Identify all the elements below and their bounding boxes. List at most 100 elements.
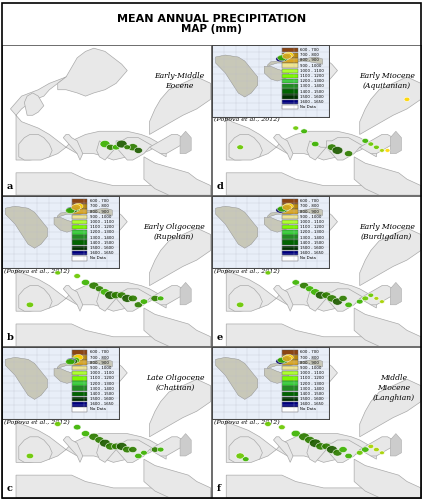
Polygon shape [235, 396, 254, 417]
Circle shape [293, 126, 299, 130]
Circle shape [124, 145, 131, 150]
Circle shape [374, 448, 379, 452]
Circle shape [362, 296, 368, 301]
Text: (Popova et al., 2012): (Popova et al., 2012) [4, 420, 70, 424]
Circle shape [106, 144, 115, 150]
Polygon shape [58, 48, 127, 96]
Polygon shape [149, 286, 183, 305]
Circle shape [89, 433, 99, 440]
Circle shape [322, 292, 331, 298]
Circle shape [117, 292, 126, 298]
Polygon shape [63, 134, 83, 160]
Circle shape [310, 288, 320, 296]
Circle shape [100, 288, 110, 296]
Circle shape [291, 430, 300, 437]
Polygon shape [354, 459, 421, 498]
Polygon shape [274, 286, 293, 311]
Polygon shape [19, 286, 52, 311]
Polygon shape [144, 157, 211, 195]
Polygon shape [354, 308, 421, 346]
Circle shape [404, 97, 410, 102]
Circle shape [305, 286, 314, 292]
Text: f: f [217, 484, 221, 493]
Polygon shape [229, 437, 262, 462]
Circle shape [301, 129, 308, 134]
Text: b: b [6, 333, 13, 342]
Polygon shape [226, 475, 421, 498]
Text: (Popova et al., 2012): (Popova et al., 2012) [4, 268, 70, 274]
Polygon shape [360, 437, 393, 456]
Polygon shape [390, 282, 401, 305]
Circle shape [379, 451, 385, 454]
Circle shape [311, 142, 319, 146]
Text: Early Miocene
(Aquitanian): Early Miocene (Aquitanian) [359, 72, 415, 90]
Circle shape [332, 146, 343, 154]
Circle shape [356, 299, 363, 304]
Circle shape [157, 296, 164, 301]
Circle shape [333, 450, 342, 456]
Circle shape [374, 145, 379, 150]
Circle shape [368, 142, 374, 146]
Circle shape [99, 440, 110, 447]
Circle shape [278, 425, 285, 430]
Circle shape [74, 274, 80, 278]
Polygon shape [116, 138, 166, 160]
Circle shape [113, 144, 120, 150]
Circle shape [151, 447, 159, 452]
Polygon shape [327, 440, 376, 462]
Polygon shape [149, 437, 183, 456]
Circle shape [316, 443, 326, 450]
Polygon shape [360, 228, 421, 285]
Polygon shape [235, 244, 254, 266]
Circle shape [299, 433, 310, 440]
Polygon shape [96, 292, 116, 311]
Polygon shape [149, 77, 211, 134]
Circle shape [237, 145, 244, 150]
Polygon shape [96, 443, 116, 462]
Text: MEAN ANNUAL PRECIPITATION: MEAN ANNUAL PRECIPITATION [117, 14, 306, 24]
Circle shape [339, 446, 347, 452]
Circle shape [128, 144, 138, 151]
Text: Early Oligocene
(Rupelian): Early Oligocene (Rupelian) [143, 223, 204, 241]
Polygon shape [360, 286, 393, 305]
Circle shape [327, 446, 337, 454]
Text: Middle
Miocene
(Langhian): Middle Miocene (Langhian) [373, 374, 415, 402]
Circle shape [81, 430, 90, 436]
Circle shape [379, 148, 385, 152]
Text: e: e [217, 333, 223, 342]
Polygon shape [116, 440, 166, 462]
Polygon shape [11, 225, 161, 311]
Polygon shape [390, 434, 401, 456]
Circle shape [140, 299, 148, 304]
Polygon shape [268, 48, 338, 96]
Circle shape [345, 302, 352, 308]
Circle shape [292, 280, 299, 285]
Circle shape [309, 439, 321, 448]
Polygon shape [390, 132, 401, 154]
Circle shape [134, 148, 143, 154]
Polygon shape [25, 396, 44, 417]
Circle shape [128, 295, 137, 302]
Text: (Popova et al., 2012): (Popova et al., 2012) [214, 117, 280, 122]
Text: MAP (mm): MAP (mm) [181, 24, 242, 34]
Circle shape [122, 294, 133, 302]
Circle shape [140, 450, 147, 455]
Circle shape [368, 444, 374, 448]
Text: d: d [217, 182, 223, 190]
Circle shape [134, 302, 143, 308]
Polygon shape [307, 443, 327, 462]
Circle shape [95, 436, 104, 444]
Circle shape [345, 454, 352, 458]
Polygon shape [25, 244, 44, 266]
Polygon shape [307, 141, 327, 160]
Circle shape [236, 302, 244, 308]
Polygon shape [96, 141, 116, 160]
Polygon shape [19, 134, 52, 160]
Polygon shape [16, 324, 211, 346]
Text: a: a [6, 182, 13, 190]
Polygon shape [229, 286, 262, 311]
Circle shape [379, 300, 385, 304]
Circle shape [100, 140, 110, 147]
Polygon shape [327, 289, 376, 311]
Polygon shape [11, 376, 161, 462]
